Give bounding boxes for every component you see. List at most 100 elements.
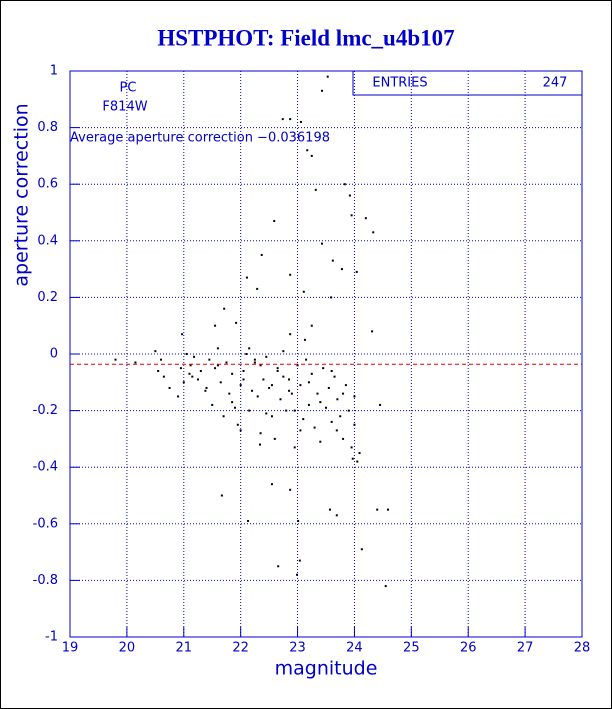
point — [331, 259, 334, 262]
x-tick-label: 23 — [289, 641, 306, 656]
stats-value: 247 — [543, 76, 568, 91]
point — [299, 429, 302, 432]
point — [216, 364, 219, 367]
point — [314, 188, 317, 191]
point — [276, 367, 279, 370]
point — [310, 154, 313, 157]
point — [293, 446, 296, 449]
point — [208, 358, 211, 361]
point — [379, 403, 382, 406]
point — [233, 406, 236, 409]
point — [231, 372, 234, 375]
point — [265, 412, 268, 415]
point — [256, 287, 259, 290]
point — [384, 585, 387, 588]
point — [239, 384, 242, 387]
y-tick-label: 1 — [50, 64, 58, 79]
x-tick-label: 28 — [574, 641, 591, 656]
point — [191, 375, 194, 378]
point — [259, 364, 262, 367]
point — [253, 361, 256, 364]
point — [236, 423, 239, 426]
point — [371, 330, 374, 333]
point — [214, 367, 217, 370]
point — [248, 347, 251, 350]
point — [306, 149, 309, 152]
point — [298, 559, 301, 562]
point — [348, 194, 351, 197]
point — [154, 350, 157, 353]
point — [265, 355, 268, 358]
point — [293, 409, 296, 412]
point — [303, 338, 306, 341]
x-tick-label: 20 — [119, 641, 136, 656]
point — [299, 384, 302, 387]
x-tick-label: 24 — [346, 641, 363, 656]
y-tick-label: 0.2 — [37, 290, 58, 305]
point — [307, 403, 310, 406]
point — [276, 369, 279, 372]
y-tick-label: 0.4 — [37, 233, 58, 248]
point — [204, 389, 207, 392]
point — [214, 324, 217, 327]
point — [197, 378, 199, 381]
point — [114, 358, 117, 361]
point — [342, 437, 345, 440]
annotation: PC — [120, 81, 137, 96]
point — [330, 296, 333, 299]
point — [160, 358, 163, 361]
point — [350, 446, 353, 449]
y-tick-label: -1 — [45, 630, 58, 645]
point — [319, 401, 322, 404]
x-tick-label: 21 — [176, 641, 193, 656]
point — [259, 432, 262, 435]
point — [325, 406, 327, 409]
point — [376, 508, 379, 511]
point — [290, 392, 293, 395]
point — [372, 231, 375, 234]
point — [328, 508, 331, 511]
point — [220, 494, 223, 497]
point — [289, 488, 292, 491]
point — [351, 457, 354, 460]
point — [268, 386, 271, 389]
point — [330, 369, 333, 372]
point — [326, 75, 329, 78]
point — [321, 242, 324, 245]
point — [289, 333, 292, 336]
point — [228, 392, 231, 395]
point — [179, 367, 182, 370]
point — [355, 270, 358, 273]
point — [356, 460, 359, 463]
point — [211, 403, 214, 406]
point — [310, 372, 313, 375]
point — [247, 519, 250, 522]
chart-title: HSTPHOT: Field lmc_u4b107 — [157, 25, 454, 50]
y-tick-label: 0.6 — [37, 177, 58, 192]
x-tick-label: 26 — [460, 641, 477, 656]
point — [289, 118, 292, 121]
point — [321, 89, 324, 92]
point — [235, 321, 238, 324]
point — [360, 548, 363, 551]
point — [350, 214, 353, 217]
y-tick-label: -0.8 — [33, 573, 58, 588]
point — [253, 358, 256, 361]
point — [319, 440, 322, 443]
point — [282, 350, 285, 353]
y-axis-label: aperture correction — [11, 103, 33, 286]
x-axis-label: magnitude — [275, 658, 378, 680]
point — [182, 381, 185, 384]
point — [225, 361, 228, 364]
y-tick-label: 0 — [50, 347, 58, 362]
y-tick-label: 0.8 — [37, 120, 58, 135]
point — [282, 375, 285, 378]
point — [181, 333, 184, 336]
point — [223, 307, 226, 310]
point — [193, 355, 196, 358]
point — [239, 429, 242, 432]
y-tick-label: -0.2 — [33, 403, 58, 418]
x-tick-label: 27 — [517, 641, 534, 656]
